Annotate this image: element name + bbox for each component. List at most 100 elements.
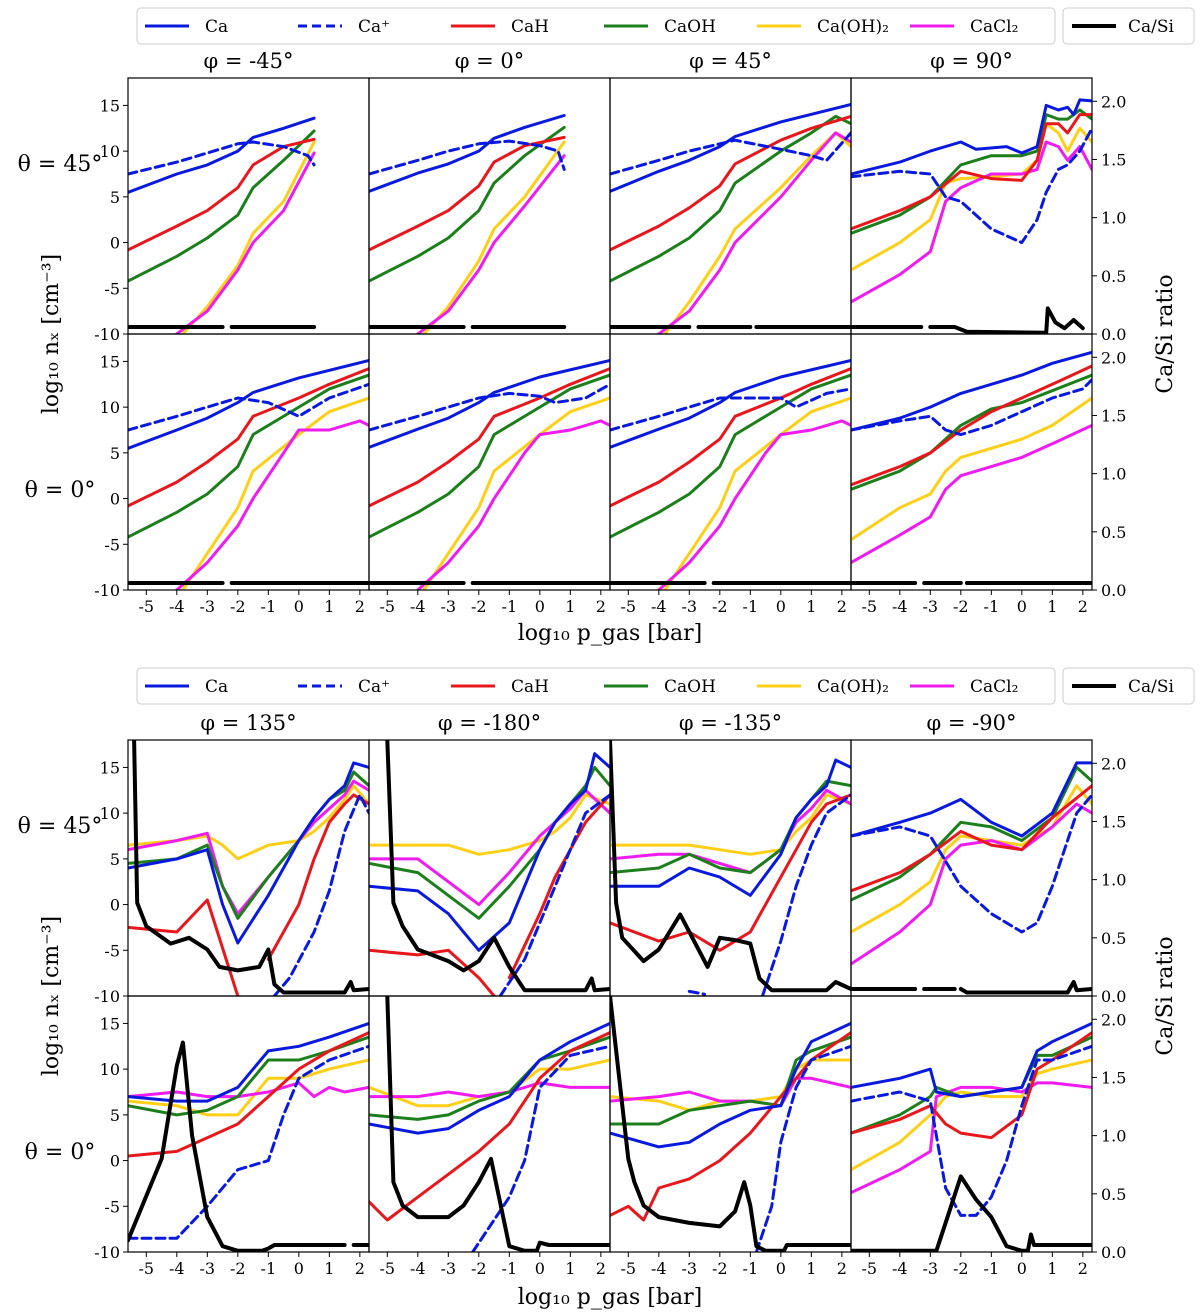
row-label: θ = 45° [18, 814, 103, 839]
y-tick-label: 0 [110, 234, 120, 253]
x-tick-label: 0 [1017, 1259, 1027, 1278]
y-tick-label: 10 [100, 398, 120, 417]
y-tick-label: 10 [100, 142, 120, 161]
series-line-caoh [851, 373, 1092, 491]
row-label: θ = 45° [18, 152, 103, 177]
panel-lines [851, 350, 1092, 585]
series-line-ca-si [851, 980, 1092, 995]
x-tick-label: -3 [200, 1259, 216, 1278]
x-tick-label: 2 [837, 597, 847, 616]
x-tick-label: -5 [139, 1259, 155, 1278]
series-line-cah [610, 367, 851, 508]
series-line-cacl2 [851, 1081, 1092, 1195]
series-line-caoh [610, 779, 851, 875]
legend-label: Ca(OH)₂ [817, 17, 889, 37]
series-line-ca-oh-2 [851, 396, 1092, 542]
x-tick-label: -5 [862, 1259, 878, 1278]
series-line-ca [128, 359, 369, 450]
series-line-cah [610, 1031, 851, 1222]
x-tick-label: 1 [1047, 597, 1057, 616]
series-line-ca-si [851, 306, 1085, 334]
y-tick-label-right: 0.5 [1101, 929, 1126, 948]
series-line-ca-oh-2 [422, 140, 566, 334]
panel-lines [851, 1021, 1092, 1252]
panel [368, 739, 611, 997]
series-line-caoh [610, 373, 851, 539]
x-tick-label: -4 [892, 1259, 908, 1278]
row-label: θ = 0° [25, 478, 96, 503]
x-tick-label: -1 [743, 597, 759, 616]
series-line-ca-si [851, 1174, 1092, 1252]
y-tick-label: 15 [100, 96, 120, 115]
y-tick-label-right: 1.5 [1101, 812, 1126, 831]
panel-frame [368, 739, 611, 997]
legend-label: CaH [511, 17, 549, 37]
x-tick-label: 1 [324, 1259, 334, 1278]
series-line-ca [610, 758, 851, 897]
x-tick-label: -2 [471, 597, 487, 616]
x-tick-label: -1 [502, 597, 518, 616]
series-line-ca- [471, 1044, 610, 1252]
series-line-cacl2 [851, 423, 1092, 565]
x-tick-label: -4 [169, 597, 185, 616]
y-tick-label-right: 0.0 [1101, 581, 1126, 600]
series-line-ca- [369, 382, 610, 432]
legend-label: Ca [205, 17, 228, 37]
x-axis-label: log₁₀ p_gas [bar] [518, 1285, 702, 1310]
panel: -5 -4 -3 -2 -1 0 1 2 [368, 333, 611, 616]
panel-frame [368, 995, 611, 1253]
series-line-caoh [369, 1035, 610, 1121]
x-tick-label: -2 [953, 597, 969, 616]
legend-label: CaOH [664, 677, 716, 697]
column-title: φ = 90° [930, 49, 1013, 73]
x-tick-label: -3 [923, 1259, 939, 1278]
series-line-ca [369, 1021, 610, 1135]
legend-label: Ca(OH)₂ [817, 677, 889, 697]
y-tick-label-right: 2.0 [1101, 92, 1126, 111]
series-line-caoh [128, 770, 369, 920]
series-line-cacl2 [851, 802, 1092, 966]
y-tick-label: -5 [104, 1197, 120, 1216]
legend-label: Ca/Si [1128, 677, 1175, 697]
x-tick-label: -2 [230, 1259, 246, 1278]
legend-label: Ca [205, 677, 228, 697]
x-tick-label: -5 [862, 597, 878, 616]
x-tick-label: -2 [712, 597, 728, 616]
series-line-cacl2 [369, 788, 610, 907]
series-line-ca- [610, 387, 851, 432]
series-line-ca-si [610, 996, 851, 1252]
y-tick-label-right: 0.5 [1101, 1185, 1126, 1204]
panel-lines [369, 114, 567, 334]
series-line-ca- [272, 793, 369, 996]
y-tick-label: 5 [110, 1106, 120, 1125]
x-tick-label: -3 [682, 1259, 698, 1278]
series-line-ca [128, 761, 369, 945]
y-tick-label-right: 1.0 [1101, 209, 1126, 228]
x-tick-label: 1 [1047, 1259, 1057, 1278]
chart-block-2: Ca Ca⁺ CaH CaOH Ca(OH)₂ CaCl₂ Ca/Si φ = 135° φ =… [18, 667, 1195, 1310]
x-tick-label: -4 [892, 597, 908, 616]
series-line-ca- [851, 126, 1092, 245]
x-tick-label: 0 [294, 597, 304, 616]
series-line-cacl2 [369, 1081, 610, 1099]
x-tick-label: -3 [923, 597, 939, 616]
series-line-cah [851, 113, 1092, 231]
panel-lines [851, 98, 1092, 334]
panel: -5 -4 -3 -2 -1 0 1 2 [368, 995, 611, 1278]
panel-frame [850, 333, 1093, 591]
panel: 0.0 0.5 1.0 1.5 2.0 -5 -4 -3 -2 -1 0 1 2 [850, 333, 1126, 616]
panel-lines [128, 1021, 369, 1252]
series-line-cah [851, 784, 1092, 893]
legend-frame-right [1062, 7, 1195, 45]
series-line-caoh [128, 129, 316, 283]
series-line-ca- [128, 382, 369, 432]
panel-frame [609, 333, 852, 591]
x-tick-label: -1 [984, 597, 1000, 616]
x-tick-label: -4 [410, 597, 426, 616]
y-tick-label-right: 2.0 [1101, 1010, 1126, 1029]
panel-lines [610, 359, 851, 590]
series-line-ca- [851, 793, 1092, 934]
